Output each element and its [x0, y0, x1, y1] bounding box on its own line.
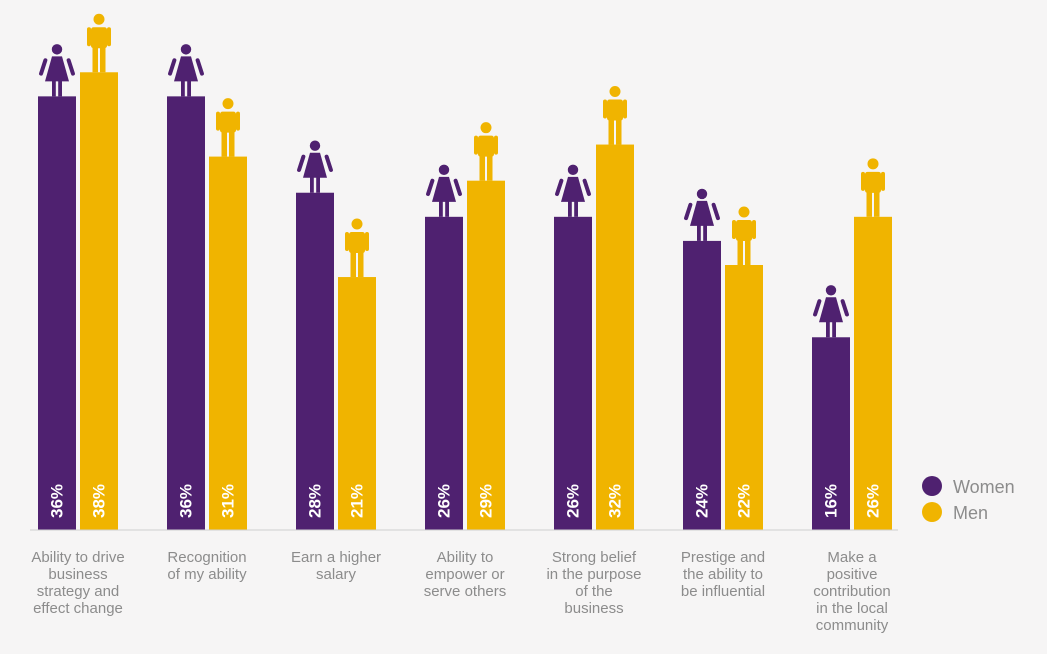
value-label-men-6: 22%: [735, 484, 754, 518]
value-labels: 36% 38% 36% 31% 28% 21% 26% 29% 26% 32% 24% 22% 16% 2…: [48, 484, 883, 518]
man-icon: [861, 158, 885, 217]
icons-layer: [39, 13, 885, 338]
bar-women-6: [683, 240, 721, 530]
value-label-men-2: 31%: [219, 484, 238, 518]
category-label-1: Ability to drive business strategy and effe…: [31, 549, 124, 617]
man-icon: [216, 98, 240, 157]
woman-icon: [813, 285, 849, 338]
value-label-women-1: 36%: [48, 484, 67, 518]
value-label-women-7: 16%: [822, 484, 841, 518]
legend-men-label: Men: [953, 503, 988, 523]
bar-women-7: [812, 337, 850, 530]
bar-men-6: [725, 265, 763, 530]
category-label-3: Earn a higher salary: [291, 549, 381, 583]
legend-men-swatch: [922, 502, 942, 522]
woman-icon: [168, 44, 204, 97]
value-label-men-7: 26%: [864, 484, 883, 518]
bar-men-3: [338, 277, 376, 530]
woman-icon: [426, 164, 462, 217]
bar-men-2: [209, 156, 247, 530]
value-label-women-5: 26%: [564, 484, 583, 518]
category-label-4: Ability to empower or serve others: [424, 549, 507, 600]
legend-women-label: Women: [953, 477, 1015, 497]
woman-icon: [39, 44, 75, 97]
bar-men-5: [596, 144, 634, 530]
bar-women-1: [38, 96, 76, 530]
man-icon: [345, 218, 369, 278]
man-icon: [732, 206, 756, 265]
value-label-women-2: 36%: [177, 484, 196, 518]
woman-icon: [684, 188, 720, 241]
woman-icon: [297, 140, 333, 193]
bar-women-5: [554, 216, 592, 530]
legend-women-swatch: [922, 476, 942, 496]
category-label-2: Recognition of my ability: [167, 549, 247, 583]
bar-men-1: [80, 72, 118, 530]
value-label-women-4: 26%: [435, 484, 454, 518]
bar-men-4: [467, 180, 505, 530]
value-label-women-3: 28%: [306, 484, 325, 518]
bars-layer: [38, 72, 892, 530]
man-icon: [603, 86, 627, 145]
man-icon: [474, 122, 498, 181]
value-label-men-4: 29%: [477, 484, 496, 518]
legend: Women Men: [922, 476, 1015, 523]
category-label-7: Make a positive contribution in the local co…: [813, 549, 891, 634]
bar-men-7: [854, 216, 892, 530]
bar-women-4: [425, 216, 463, 530]
woman-icon: [555, 164, 591, 217]
category-label-6: Prestige and the ability to be influential: [681, 549, 765, 600]
category-labels: Ability to drive business strategy and effe…: [31, 549, 890, 634]
bar-women-3: [296, 192, 334, 530]
bar-women-2: [167, 96, 205, 530]
value-label-men-1: 38%: [90, 484, 109, 518]
value-label-women-6: 24%: [693, 484, 712, 518]
value-label-men-5: 32%: [606, 484, 625, 518]
category-label-5: Strong belief in the purpose of the busines…: [546, 549, 641, 617]
value-label-men-3: 21%: [348, 484, 367, 518]
man-icon: [87, 13, 111, 73]
